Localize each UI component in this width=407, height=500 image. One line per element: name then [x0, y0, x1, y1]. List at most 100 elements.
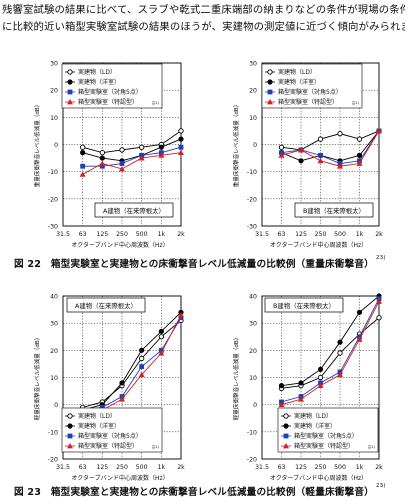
intro-line-2: に比較的近い箱型実験室試験の結果のほうが、実建物の測定値に近づく傾向がみられます… — [2, 21, 405, 33]
chart1-xtick-label: 125 — [96, 231, 108, 238]
chart1-series-2-point — [178, 136, 184, 142]
chart4-legend-marker — [283, 423, 289, 429]
chart2-series-4-point — [278, 152, 285, 158]
chart1-annotation: A建物（在来際根太） — [103, 206, 165, 215]
figure-23-caption-text: 図 23 箱型実験室と実建物との床衝撃音レベル低減量の比較例（軽量床衝撃音） — [14, 487, 374, 498]
chart1-series-4-point — [119, 165, 125, 172]
figure-22-caption-text: 図 22 箱型実験室と実建物との床衝撃音レベル低減量の比較例（重量床衝撃音） — [14, 259, 374, 270]
chart4-series-4-point — [356, 336, 363, 342]
chart2-ylabel: 重量床衝撃音レベル低減量（dB） — [232, 102, 240, 188]
chart4-xtick-label: 63 — [278, 464, 286, 471]
chart1-legend-note: 注1) — [152, 100, 160, 105]
chart3-legend-label: 実建物（洋室） — [78, 422, 120, 430]
chart1-xtick-label: 500 — [136, 231, 148, 238]
chart1-series-3-point — [178, 144, 184, 150]
chart3-series-1-point — [158, 334, 164, 340]
chart4-ytick-label: 20 — [249, 348, 257, 355]
intro-line-1: 残響室試験の結果に比べて、スラブや乾式二重床端部の納まりなどの条件が現場の条件 — [2, 4, 405, 16]
chart1-series-4-point — [178, 149, 184, 156]
chart1-series-4-point — [99, 160, 106, 166]
chart3-ytick-label: 10 — [50, 375, 58, 382]
chart2-ytick-label: -20 — [247, 196, 257, 203]
chart2-legend-label: 箱型実験室（特認型） — [278, 98, 338, 106]
figure-22-caption: 図 22 箱型実験室と実建物との床衝撃音レベル低減量の比較例（重量床衝撃音）23… — [14, 255, 386, 270]
chart3-series-4-point — [119, 396, 125, 402]
chart1-series-3-point — [80, 163, 86, 169]
chart4-ylabel: 軽量床衝撃音レベル低減量（dB） — [232, 335, 240, 421]
chart1-series-2-point — [80, 150, 86, 156]
chart2-series-line-2 — [281, 130, 380, 162]
chart1-ytick-label: 10 — [50, 115, 58, 122]
chart4-annotation: B建物（在来際根太） — [273, 301, 335, 310]
chart1-series-4-point — [158, 152, 165, 158]
chart2-series-2-point — [298, 158, 304, 164]
chart2-series-4-point — [356, 160, 363, 166]
chart3-xlabel: オクターブバンド中心周波数（Hz） — [71, 474, 168, 482]
chart3-series-1-point — [139, 355, 145, 362]
chart4-frame — [261, 295, 380, 460]
chart3-ytick-label: 0 — [54, 402, 58, 409]
chart2-ytick-label: 0 — [253, 142, 257, 149]
chart4-series-2-point — [298, 380, 304, 386]
chart2-legend-marker — [267, 89, 273, 95]
chart1-ytick-label: 30 — [50, 61, 58, 68]
chart4-series-2-point — [317, 366, 324, 372]
chart4-series-4-point — [298, 396, 304, 402]
chart4-series-1-point — [337, 350, 343, 356]
chart1-series-2-point — [158, 144, 164, 150]
chart3-series-2-point — [119, 380, 125, 386]
chart3-xtick-label: 125 — [96, 464, 108, 471]
chart1-series-1-point — [80, 144, 86, 150]
chart1-series-1-point — [178, 128, 184, 134]
chart1-frame — [62, 62, 182, 227]
chart2-ytick-label: 30 — [249, 61, 257, 68]
chart3-xtick-label: 2k — [177, 464, 185, 471]
chart1-series-1-point — [99, 149, 105, 156]
chart2-series-4-point — [298, 146, 304, 153]
chart2-frame — [261, 62, 380, 227]
chart1-series-4-point — [79, 171, 86, 177]
chart4-legend-note: 注1) — [368, 444, 376, 449]
chart2-series-4-point — [317, 157, 324, 164]
chart3-series-4-point — [178, 312, 184, 318]
chart4-legend-marker — [283, 443, 289, 449]
chart4-legend-marker — [283, 433, 289, 439]
chart3-series-line-4 — [82, 314, 182, 414]
chart3-xtick-label: 250 — [116, 464, 128, 471]
chart2-annotation-box — [294, 202, 374, 218]
chart3-ytick-label: 30 — [50, 321, 58, 328]
chart1-ytick-label: -30 — [48, 224, 58, 231]
chart1-series-4-point — [138, 155, 145, 161]
chart1-series-2-point — [99, 155, 105, 161]
chart1-legend-box — [61, 63, 163, 109]
chart2-ytick-label: 10 — [249, 115, 257, 122]
chart1-legend-label: 箱型実験室（対角5点） — [78, 88, 142, 96]
chart3-legend-label: 実建物（LD） — [78, 412, 116, 420]
chart3-xtick-label: 63 — [79, 464, 87, 471]
chart3-series-line-2 — [82, 311, 182, 411]
chart3-xtick-label: 500 — [136, 464, 148, 471]
chart4-series-4-point — [317, 382, 324, 389]
chart2-xtick-label: 1k — [356, 231, 364, 238]
chart1-xtick-label: 250 — [116, 231, 128, 238]
chart2-legend-note: 注1) — [352, 100, 360, 105]
chart4-ytick-label: 40 — [249, 294, 257, 301]
chart2-xtick-label: 500 — [334, 231, 346, 238]
chart3-annotation-box — [66, 297, 146, 313]
chart1-series-line-4 — [82, 152, 182, 175]
chart2-series-1-point — [356, 136, 363, 142]
chart4-xtick-label: 1k — [356, 464, 364, 471]
chart2-legend-marker — [267, 99, 273, 105]
chart2-series-1-point — [317, 136, 324, 142]
chart4-series-2-point — [337, 339, 343, 345]
chart1-xlabel: オクターブバンド中心周波数（Hz） — [71, 241, 168, 249]
chart1-series-1-point — [119, 147, 125, 153]
chart4-ytick-label: 30 — [249, 321, 257, 328]
chart4-xtick-label: 250 — [315, 464, 327, 471]
chart1-series-line-1 — [82, 130, 182, 154]
chart2-legend-label: 箱型実験室（対角5点） — [278, 88, 342, 96]
chart2-series-3-point — [318, 152, 323, 158]
chart1-legend-marker — [67, 69, 73, 75]
chart1-annotation-box — [94, 202, 174, 218]
